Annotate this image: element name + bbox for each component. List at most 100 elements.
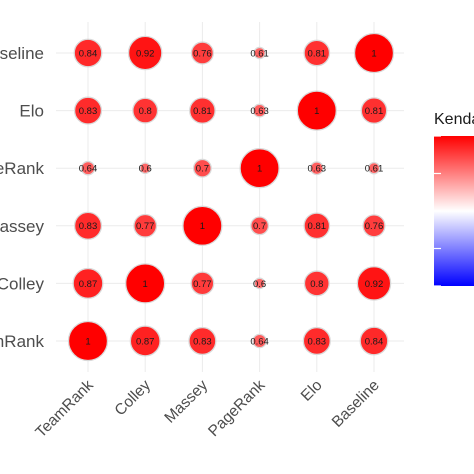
cell-value-label: 0.92: [136, 48, 155, 59]
cell-value-label: 0.87: [79, 279, 98, 290]
cell-pagerank-teamrank: 0.64: [79, 160, 98, 176]
cell-baseline-colley: 0.92: [127, 35, 163, 71]
cell-teamrank-elo: 0.83: [302, 326, 331, 356]
legend-ticks: [434, 135, 441, 287]
correlation-circle: [252, 103, 267, 118]
cell-teamrank-pagerank: 0.64: [250, 333, 269, 349]
correlation-circle: [189, 97, 216, 124]
correlation-circle: [67, 320, 109, 362]
correlation-circle: [253, 46, 266, 60]
x-tick-label: Baseline: [329, 377, 383, 431]
cell-pagerank-pagerank: 1: [239, 148, 280, 189]
cell-value-label: 0.7: [196, 164, 209, 175]
correlation-circle: [133, 213, 158, 238]
cell-value-label: 0.84: [79, 48, 98, 59]
y-tick-label: Elo: [19, 102, 44, 121]
y-tick-label: Baseline: [0, 44, 44, 63]
correlation-circle: [72, 267, 104, 299]
cell-teamrank-colley: 0.87: [129, 325, 161, 357]
cell-value-label: 0.64: [79, 164, 98, 175]
correlation-circle: [302, 326, 331, 356]
correlation-circle: [353, 32, 395, 74]
correlation-circle: [303, 39, 331, 67]
cell-value-label: 0.84: [365, 336, 384, 347]
cell-teamrank-massey: 0.83: [188, 326, 217, 356]
cell-colley-colley: 1: [125, 263, 166, 304]
cell-value-label: 0.77: [136, 221, 155, 232]
cell-elo-teamrank: 0.83: [73, 96, 103, 125]
x-tick-label: Elo: [298, 377, 326, 405]
correlation-circle: [250, 216, 270, 236]
correlation-circle: [296, 90, 337, 131]
correlation-circle: [73, 38, 103, 68]
cell-baseline-massey: 0.76: [190, 41, 214, 65]
cell-value-label: 0.83: [308, 336, 327, 347]
cell-value-label: 1: [143, 279, 148, 290]
cell-baseline-teamrank: 0.84: [73, 38, 103, 68]
cell-value-label: 0.87: [136, 336, 155, 347]
correlation-circle: [359, 326, 389, 356]
x-tick-label: Massey: [161, 377, 211, 427]
cell-value-label: 0.83: [79, 106, 98, 117]
cell-baseline-elo: 0.81: [303, 39, 331, 67]
y-axis: Baseline Elo PageRank Massey Colley TeamRank: [0, 44, 44, 351]
y-tick-label: Massey: [0, 217, 44, 236]
cell-colley-massey: 0.77: [190, 271, 215, 296]
y-tick-label: Colley: [0, 274, 44, 293]
cell-elo-baseline: 0.81: [360, 97, 388, 124]
correlation-circle: [362, 214, 386, 238]
grid: [56, 22, 404, 372]
cell-value-label: 1: [314, 106, 319, 117]
legend-title: Kendall: [434, 111, 474, 128]
cell-value-label: 0.64: [250, 336, 269, 347]
x-tick-label: PageRank: [205, 377, 268, 440]
cell-value-label: 0.77: [193, 279, 212, 290]
cell-value-label: 0.6: [139, 164, 152, 175]
cell-value-label: 0.81: [308, 221, 327, 232]
cell-massey-elo: 0.81: [303, 212, 331, 240]
cell-value-label: 0.83: [193, 336, 212, 347]
cell-value-label: 1: [200, 221, 205, 232]
cell-value-label: 0.76: [365, 221, 384, 232]
cell-value-label: 0.6: [253, 279, 266, 290]
cell-teamrank-teamrank: 1: [67, 320, 109, 362]
cell-value-label: 0.8: [139, 106, 152, 117]
cell-value-label: 0.63: [250, 106, 269, 117]
correlation-circle: [127, 35, 163, 71]
cell-elo-massey: 0.81: [189, 97, 216, 124]
x-tick-label: Colley: [112, 377, 155, 420]
cell-value-label: 0.76: [193, 48, 212, 59]
cell-value-label: 0.83: [79, 221, 98, 232]
cell-colley-teamrank: 0.87: [72, 267, 104, 299]
cell-pagerank-elo: 0.63: [308, 161, 326, 176]
correlation-circle: [188, 326, 217, 356]
cell-baseline-pagerank: 0.61: [250, 46, 269, 60]
cell-pagerank-baseline: 0.61: [365, 161, 383, 175]
correlation-circle: [129, 325, 161, 357]
cell-colley-elo: 0.8: [303, 270, 330, 297]
cell-baseline-baseline: 1: [353, 32, 395, 74]
correlation-circle: [80, 160, 96, 176]
correlation-circle: [253, 277, 266, 290]
correlation-circle: [182, 205, 223, 246]
cells: 0.84 0.92 0.76 0.61 0.81 10.83 0.8 0.81 0.63 1 0.8…: [67, 32, 395, 362]
correlation-circle: [132, 97, 159, 124]
cell-elo-pagerank: 0.63: [250, 103, 269, 118]
correlation-circle: [190, 41, 214, 65]
cell-colley-baseline: 0.92: [356, 266, 392, 301]
cell-elo-colley: 0.8: [132, 97, 159, 124]
x-tick-label: TeamRank: [32, 377, 97, 442]
cell-value-label: 0.81: [193, 106, 212, 117]
cell-elo-elo: 1: [296, 90, 337, 131]
correlation-circle: [309, 161, 324, 176]
correlation-circle: [303, 270, 330, 297]
cell-value-label: 1: [257, 164, 262, 175]
y-tick-label: PageRank: [0, 159, 44, 178]
correlation-circle: [192, 158, 212, 178]
correlation-circle: [356, 266, 392, 301]
cell-value-label: 0.81: [308, 48, 327, 59]
y-tick-label: TeamRank: [0, 332, 44, 351]
correlation-circle: [73, 96, 103, 125]
cell-value-label: 0.7: [253, 221, 266, 232]
